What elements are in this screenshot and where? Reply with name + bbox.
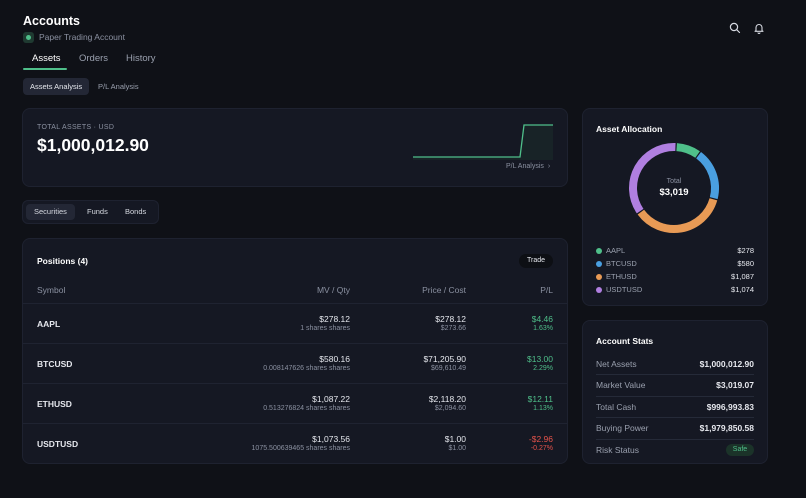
- segment-funds[interactable]: Funds: [87, 207, 108, 216]
- stat-label: Market Value: [596, 380, 646, 390]
- row-symbol: BTCUSD: [37, 359, 73, 369]
- stat-value: $3,019.07: [716, 380, 754, 390]
- legend-value: $580: [737, 259, 754, 268]
- row-cost: $2,094.60: [434, 405, 466, 412]
- row-pl-pct: -0.27%: [530, 445, 553, 452]
- row-divider: [23, 343, 567, 344]
- stat-divider: [596, 374, 754, 375]
- search-icon[interactable]: [729, 22, 741, 34]
- row-pl-pct: 1.13%: [533, 405, 553, 412]
- row-mv: $580.16: [319, 354, 350, 364]
- stat-value: $1,000,012.90: [699, 359, 754, 369]
- asset-allocation-title: Asset Allocation: [596, 124, 663, 134]
- subtab-pl-analysis[interactable]: P/L Analysis: [98, 82, 139, 91]
- pl-analysis-link[interactable]: P/L Analysis ›: [506, 163, 550, 170]
- legend-swatch-btcusd: [596, 261, 602, 267]
- risk-status-label: Risk Status: [596, 445, 639, 455]
- legend-swatch-ethusd: [596, 274, 602, 280]
- stat-divider: [596, 439, 754, 440]
- row-symbol: USDTUSD: [37, 439, 79, 449]
- header-divider: [23, 303, 567, 304]
- row-price: $1.00: [444, 434, 466, 444]
- row-symbol: AAPL: [37, 319, 61, 329]
- allocation-donut-chart: [629, 143, 719, 233]
- row-mv: $1,073.56: [312, 434, 350, 444]
- row-pl: $4.46: [531, 314, 553, 324]
- segment-bonds[interactable]: Bonds: [125, 207, 147, 216]
- legend-name: USDTUSD: [606, 285, 643, 294]
- total-assets-value: $1,000,012.90: [37, 135, 149, 155]
- positions-card: [22, 238, 568, 464]
- tab-assets[interactable]: Assets: [32, 53, 61, 64]
- row-divider: [23, 423, 567, 424]
- trade-button[interactable]: Trade: [519, 254, 553, 268]
- bell-icon[interactable]: [753, 22, 765, 35]
- row-price: $71,205.90: [423, 354, 466, 364]
- stat-divider: [596, 417, 754, 418]
- column-header-pl[interactable]: P/L: [540, 285, 553, 295]
- column-header-symbol[interactable]: Symbol: [37, 285, 66, 295]
- column-header-mv-qty[interactable]: MV / Qty: [316, 285, 350, 295]
- legend-name: BTCUSD: [606, 259, 637, 268]
- account-name: Paper Trading Account: [39, 32, 126, 42]
- row-cost: $1.00: [448, 445, 466, 452]
- row-pl-pct: 2.29%: [533, 365, 553, 372]
- segment-securities[interactable]: Securities: [26, 204, 75, 220]
- row-qty: 0.008147626 shares shares: [263, 365, 350, 372]
- legend-name: AAPL: [606, 246, 626, 255]
- stat-value: $1,979,850.58: [699, 423, 754, 433]
- risk-status-badge: Safe: [726, 444, 754, 456]
- row-pl: $12.11: [527, 394, 553, 404]
- pl-analysis-link-label: P/L Analysis: [506, 163, 544, 170]
- stat-label: Net Assets: [596, 359, 637, 369]
- legend-value: $1,087: [731, 272, 754, 281]
- page-title: Accounts: [23, 14, 80, 28]
- account-status-icon: [23, 32, 34, 43]
- column-header-price-cost[interactable]: Price / Cost: [422, 285, 466, 295]
- row-divider: [23, 383, 567, 384]
- donut-slice-btcusd: [696, 152, 719, 200]
- row-qty: 1075.500639465 shares shares: [251, 445, 350, 452]
- donut-slice-aapl: [676, 143, 700, 158]
- donut-slice-usdtusd: [629, 143, 676, 214]
- legend-value: $278: [737, 246, 754, 255]
- subtab-assets-analysis[interactable]: Assets Analysis: [23, 78, 90, 95]
- stat-value: $996,993.83: [706, 402, 754, 412]
- total-assets-card: [22, 108, 568, 187]
- donut-slice-ethusd: [637, 198, 718, 233]
- row-mv: $1,087.22: [312, 394, 350, 404]
- total-assets-sparkline: [413, 124, 553, 160]
- stat-label: Buying Power: [596, 423, 649, 433]
- tab-orders[interactable]: Orders: [79, 53, 109, 64]
- legend-swatch-usdtusd: [596, 287, 602, 293]
- donut-center-label: Total: [666, 178, 682, 185]
- legend-value: $1,074: [731, 285, 754, 294]
- row-mv: $278.12: [319, 314, 350, 324]
- row-pl: -$2.96: [528, 434, 553, 444]
- tab-history[interactable]: History: [126, 53, 156, 64]
- row-qty: 1 shares shares: [300, 325, 350, 332]
- account-stats-card: [582, 320, 768, 464]
- row-pl: $13.00: [527, 354, 553, 364]
- account-stats-title: Account Stats: [596, 336, 654, 346]
- row-pl-pct: 1.63%: [533, 325, 553, 332]
- stat-divider: [596, 396, 754, 397]
- row-price: $2,118.20: [428, 394, 466, 404]
- row-cost: $273.66: [440, 325, 466, 332]
- row-symbol: ETHUSD: [37, 399, 72, 409]
- stat-label: Total Cash: [596, 402, 637, 412]
- positions-title: Positions (4): [37, 256, 89, 266]
- total-assets-label: TOTAL ASSETS · USD: [37, 124, 115, 131]
- tab-active-underline: [23, 68, 67, 70]
- legend-swatch-aapl: [596, 248, 602, 254]
- donut-center-value: $3,019: [659, 187, 689, 198]
- asset-allocation-card: [582, 108, 768, 306]
- legend-name: ETHUSD: [606, 272, 637, 281]
- row-qty: 0.513276824 shares shares: [263, 405, 350, 412]
- row-price: $278.12: [435, 314, 466, 324]
- row-cost: $69,610.49: [430, 365, 466, 372]
- chevron-right-icon: ›: [547, 163, 551, 170]
